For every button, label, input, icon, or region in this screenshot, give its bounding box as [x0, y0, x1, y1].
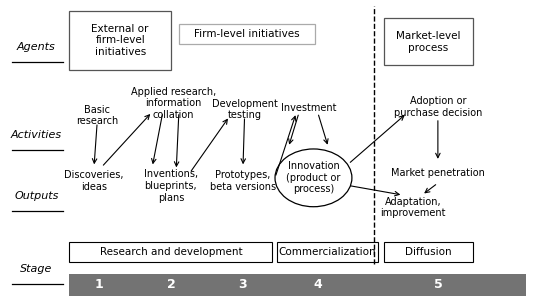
- Text: Applied research,
information
collation: Applied research, information collation: [131, 87, 216, 120]
- FancyBboxPatch shape: [69, 274, 526, 296]
- FancyBboxPatch shape: [69, 11, 171, 70]
- Text: Inventions,
blueprints,
plans: Inventions, blueprints, plans: [144, 169, 198, 203]
- Text: Activities: Activities: [11, 130, 62, 140]
- FancyBboxPatch shape: [384, 242, 473, 262]
- Text: 3: 3: [239, 278, 247, 292]
- Text: External or
firm-level
initiatives: External or firm-level initiatives: [91, 24, 149, 57]
- Text: Adaptation,
improvement: Adaptation, improvement: [380, 196, 445, 218]
- FancyBboxPatch shape: [179, 24, 315, 44]
- Text: Agents: Agents: [17, 42, 56, 52]
- Text: Outputs: Outputs: [14, 191, 59, 201]
- Text: 1: 1: [95, 278, 103, 292]
- Text: Adoption or
purchase decision: Adoption or purchase decision: [394, 96, 482, 118]
- Text: Innovation
(product or
process): Innovation (product or process): [286, 161, 341, 195]
- FancyBboxPatch shape: [277, 242, 378, 262]
- Text: Development
testing: Development testing: [211, 98, 278, 120]
- Text: Prototypes,
beta versions: Prototypes, beta versions: [210, 170, 276, 192]
- Text: Commercialization: Commercialization: [279, 247, 376, 257]
- Text: Firm-level initiatives: Firm-level initiatives: [194, 29, 300, 39]
- FancyBboxPatch shape: [384, 18, 473, 65]
- Text: Stage: Stage: [20, 264, 52, 274]
- Text: Investment: Investment: [281, 103, 336, 113]
- Text: Market-level
process: Market-level process: [396, 31, 461, 53]
- Text: 2: 2: [167, 278, 175, 292]
- Text: Market penetration: Market penetration: [391, 168, 485, 178]
- Text: Discoveries,
ideas: Discoveries, ideas: [64, 170, 124, 192]
- FancyBboxPatch shape: [69, 242, 272, 262]
- Text: 5: 5: [434, 278, 442, 292]
- Text: Research and development: Research and development: [99, 247, 242, 257]
- Text: Diffusion: Diffusion: [405, 247, 452, 257]
- Text: 4: 4: [313, 278, 322, 292]
- Text: Basic
research: Basic research: [76, 105, 119, 126]
